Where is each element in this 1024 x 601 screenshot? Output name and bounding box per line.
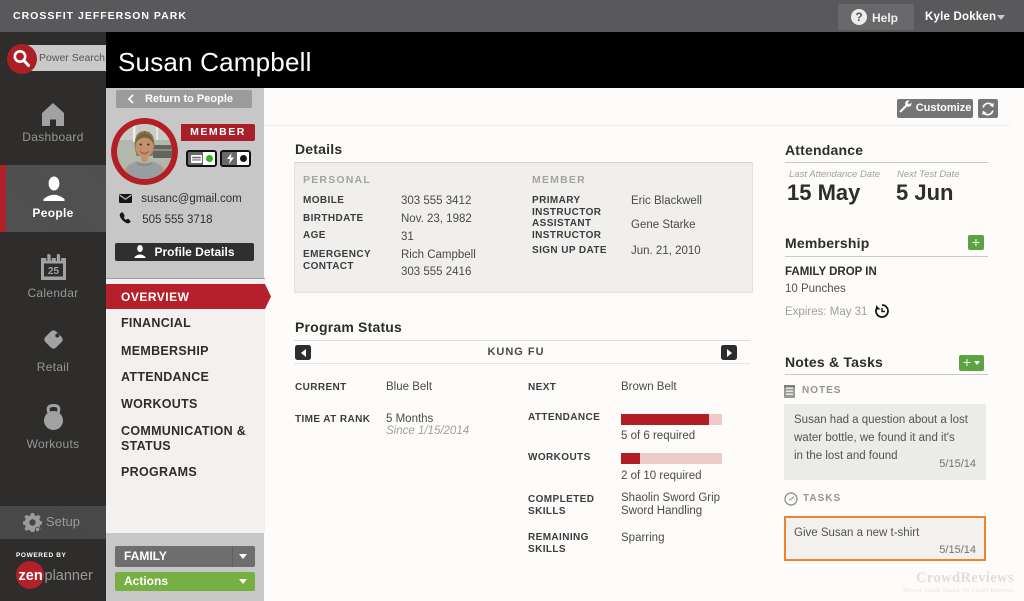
svg-text:25: 25: [47, 266, 59, 277]
svg-text:zen: zen: [19, 568, 43, 584]
svg-text:planner: planner: [45, 568, 94, 584]
